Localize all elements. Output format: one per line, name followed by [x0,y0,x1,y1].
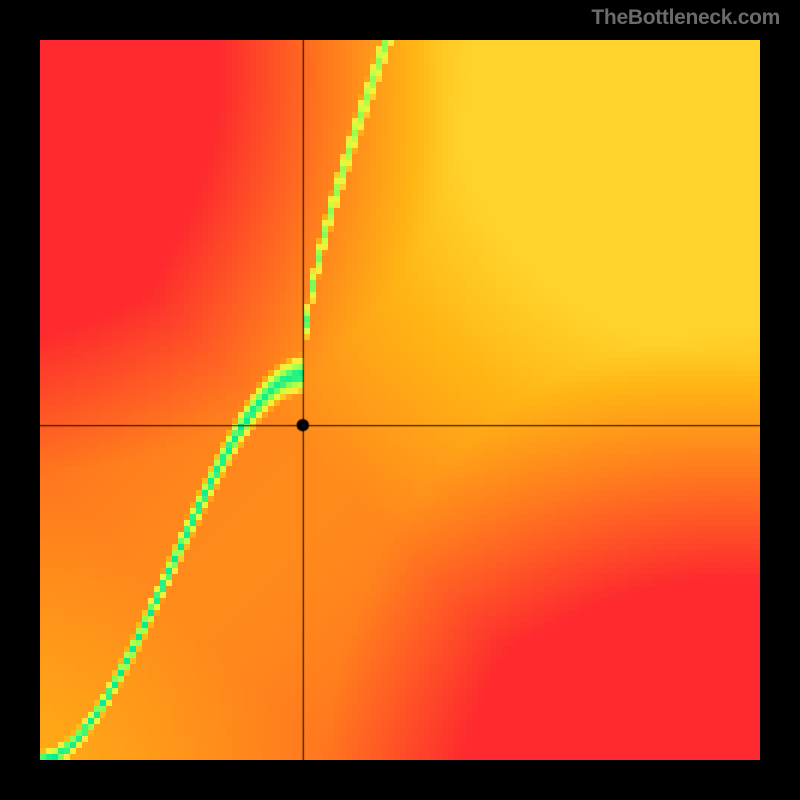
chart-container: TheBottleneck.com [0,0,800,800]
overlay-canvas [0,0,800,800]
attribution-text: TheBottleneck.com [591,6,780,30]
